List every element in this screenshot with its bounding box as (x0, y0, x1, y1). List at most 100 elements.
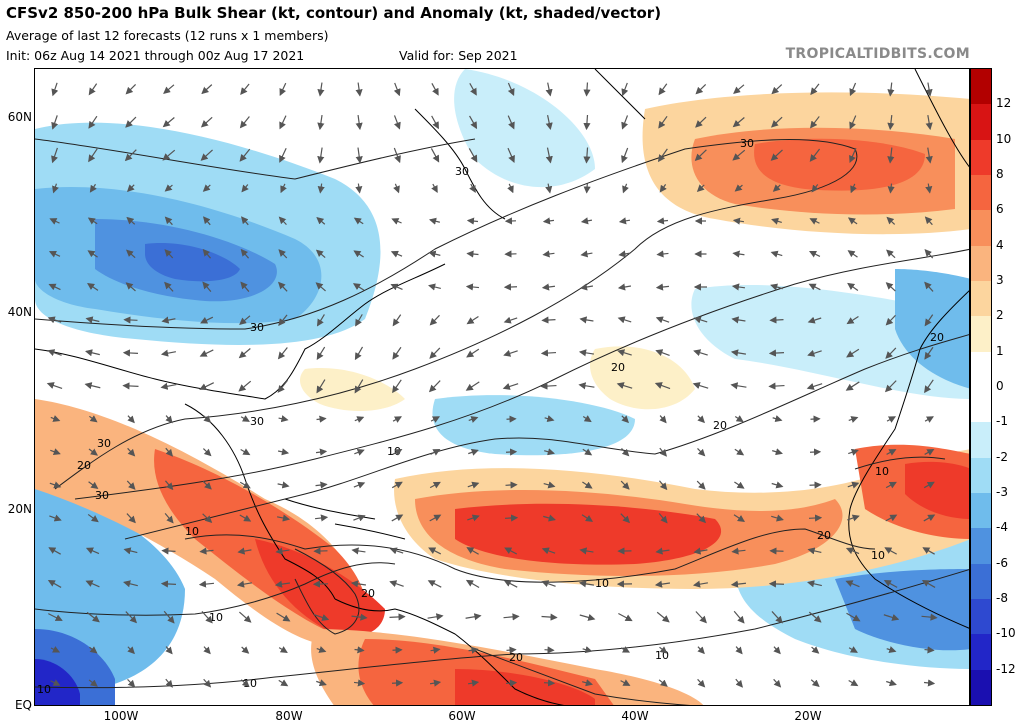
vector-arrow (389, 613, 406, 621)
vector-arrow (51, 147, 58, 164)
vector-arrow (850, 183, 857, 194)
vector-arrow (658, 679, 668, 687)
vector-arrow (429, 314, 440, 326)
vector-arrow (468, 148, 478, 163)
vector-arrow (202, 248, 212, 259)
vector-arrow (124, 149, 137, 162)
vector-arrow (354, 449, 365, 456)
vector-arrow (88, 679, 98, 687)
vector-arrow (541, 283, 556, 291)
vector-arrow (887, 114, 895, 131)
vector-arrow (507, 147, 515, 163)
vector-arrow (354, 646, 365, 654)
vector-arrow (164, 249, 174, 259)
vector-arrow (89, 415, 98, 423)
vector-arrow (808, 611, 822, 623)
vector-arrow (924, 646, 935, 654)
vector-arrow (582, 415, 592, 423)
vector-arrow (88, 148, 98, 163)
vector-arrow (49, 514, 62, 522)
vector-arrow (809, 218, 820, 225)
contour-label: 30 (250, 321, 264, 334)
vector-arrow (845, 547, 860, 555)
vector-arrow (163, 84, 175, 94)
vector-arrow (199, 547, 214, 555)
vector-arrow (352, 283, 365, 291)
vector-arrow (773, 646, 781, 655)
vector-arrow (617, 316, 632, 324)
colorbar-label: -10 (996, 626, 1016, 641)
vector-arrow (161, 547, 176, 555)
vector-arrow (771, 217, 782, 225)
vector-arrow (505, 679, 518, 687)
vector-arrow (732, 250, 745, 258)
vector-arrow (351, 547, 366, 555)
vector-arrow (239, 481, 251, 489)
vector-arrow (848, 416, 859, 423)
vector-arrow (695, 84, 707, 95)
vector-arrow (846, 612, 861, 622)
contour-label: 30 (455, 165, 469, 178)
vector-arrow (84, 382, 101, 390)
vector-arrow (126, 513, 136, 524)
vector-arrow (810, 679, 820, 688)
vector-arrow (49, 481, 62, 489)
vector-arrow (622, 183, 629, 194)
vector-arrow (160, 382, 177, 390)
colorbar-swatch (971, 669, 991, 705)
vector-arrow (578, 349, 595, 357)
vector-arrow (240, 281, 250, 292)
vector-arrow (809, 250, 821, 258)
vector-arrow (163, 610, 175, 624)
vector-arrow (428, 283, 441, 291)
vector-arrow (735, 678, 743, 688)
anomaly-shading (35, 69, 969, 705)
vector-arrow (390, 250, 403, 258)
vector-arrow (924, 281, 934, 292)
vector-arrow (545, 82, 553, 97)
vector-arrow (469, 83, 477, 96)
lat-label: 20N (7, 502, 32, 516)
vector-arrow (659, 415, 667, 424)
lon-label: 100W (103, 709, 139, 723)
vector-arrow (883, 580, 898, 588)
vector-arrow (921, 613, 938, 621)
colorbar-swatch (971, 139, 991, 175)
vector-arrow (658, 115, 668, 129)
vector-arrow (354, 416, 365, 423)
vector-arrow (239, 315, 251, 325)
vector-arrow (921, 579, 936, 588)
vector-arrow (544, 646, 555, 654)
vector-arrow (85, 349, 100, 357)
vector-arrow (123, 316, 138, 324)
vector-arrow (617, 349, 632, 357)
vector-arrow (618, 612, 633, 622)
vector-arrow (164, 184, 173, 192)
vector-arrow (202, 448, 212, 457)
contour-label: 20 (361, 587, 375, 600)
colorbar-label: 3 (996, 273, 1004, 287)
vector-arrow (161, 316, 176, 324)
vector-arrow (391, 514, 404, 522)
vector-arrow (811, 646, 820, 654)
vector-arrow (886, 416, 897, 423)
vector-arrow (241, 646, 250, 654)
vector-arrow (886, 449, 897, 456)
vector-arrow (238, 380, 252, 392)
vector-arrow (807, 349, 822, 357)
vector-arrow (886, 249, 896, 259)
vector-arrow (469, 115, 478, 130)
map-title: CFSv2 850-200 hPa Bulk Shear (kt, contou… (6, 4, 662, 22)
vector-arrow (845, 381, 860, 391)
vector-arrow (655, 547, 670, 555)
vector-arrow (393, 183, 400, 194)
vector-arrow (122, 382, 139, 390)
vector-arrow (392, 448, 403, 456)
vector-arrow (51, 115, 59, 130)
vector-arrow (315, 481, 328, 489)
vector-arrow (87, 282, 99, 291)
vector-arrow (466, 315, 479, 325)
vector-arrow (924, 448, 935, 456)
vector-arrow (51, 82, 59, 97)
vector-arrow (731, 283, 746, 291)
